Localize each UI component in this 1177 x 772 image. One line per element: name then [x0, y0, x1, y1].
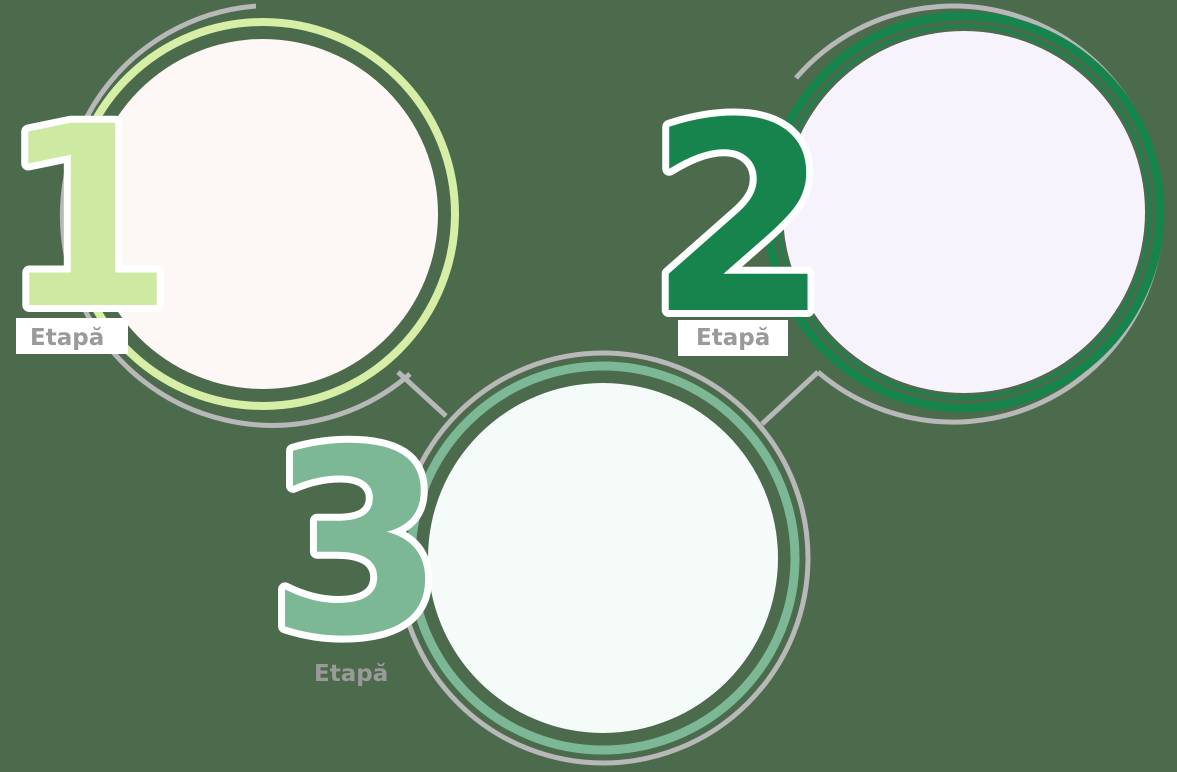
step-1-number: 1 [0, 73, 174, 364]
step-1-ring [67, 18, 459, 410]
step-1-label: Etapă [30, 325, 104, 351]
step-1-outer-arc [59, 3, 412, 428]
step-2-disc [783, 31, 1145, 393]
step-3-disc [428, 383, 778, 733]
step-2-number: 2 [648, 67, 830, 372]
step-2-label: Etapă [696, 325, 770, 351]
step-3-number: 3 [268, 396, 445, 693]
step-1-circle [59, 3, 459, 428]
step-3-ring [406, 361, 800, 755]
step-1-disc [88, 39, 438, 389]
step-2-ring [763, 11, 1165, 413]
step-3-label: Etapă [314, 661, 388, 687]
step-3-outer-ring [395, 350, 811, 766]
step-3-circle [395, 350, 811, 766]
step-1-label-plate [16, 318, 128, 354]
step-2-label-plate [678, 320, 788, 356]
connector-2-3 [760, 370, 820, 426]
step-2-ring-inner [776, 24, 1152, 400]
step-2-circle [763, 3, 1165, 425]
